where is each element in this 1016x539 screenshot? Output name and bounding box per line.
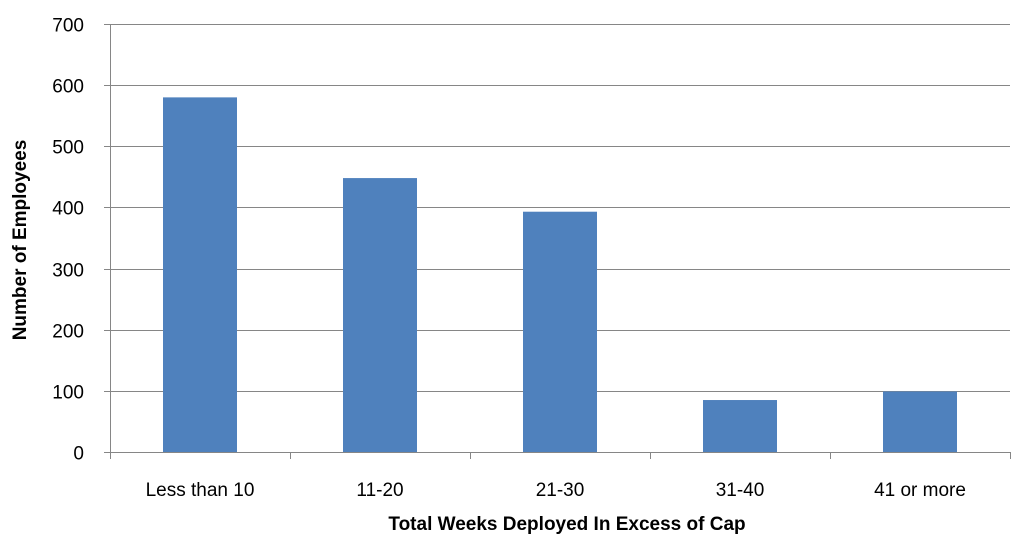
y-tick-label: 700 (52, 16, 84, 37)
x-tick-label: 31-40 (716, 480, 765, 501)
x-tick-label: 21-30 (536, 480, 585, 501)
bars (163, 97, 957, 452)
bar-less-than-10 (163, 97, 237, 452)
y-tick-labels: 0 100 200 300 400 500 600 700 (52, 16, 84, 465)
y-tick-label: 0 (73, 444, 84, 465)
y-tick-label: 100 (52, 383, 84, 404)
y-axis-title: Number of Employees (10, 140, 31, 341)
x-tick-label: 11-20 (356, 480, 403, 501)
y-tick-label: 500 (52, 138, 84, 159)
x-tick-labels: Less than 10 11-20 21-30 31-40 41 or more (146, 480, 966, 501)
x-tick-label: Less than 10 (146, 480, 255, 501)
y-tick-label: 400 (52, 199, 84, 220)
axes (104, 24, 1011, 459)
x-tick-label: 41 or more (874, 480, 966, 501)
bar-21-30 (523, 211, 597, 452)
bar-11-20 (343, 178, 417, 452)
y-tick-label: 600 (52, 77, 84, 98)
bar-41-or-more (883, 391, 957, 452)
x-axis-title: Total Weeks Deployed In Excess of Cap (388, 514, 745, 535)
bar-31-40 (703, 400, 777, 452)
y-tick-label: 300 (52, 261, 84, 282)
y-tick-label: 200 (52, 322, 84, 343)
